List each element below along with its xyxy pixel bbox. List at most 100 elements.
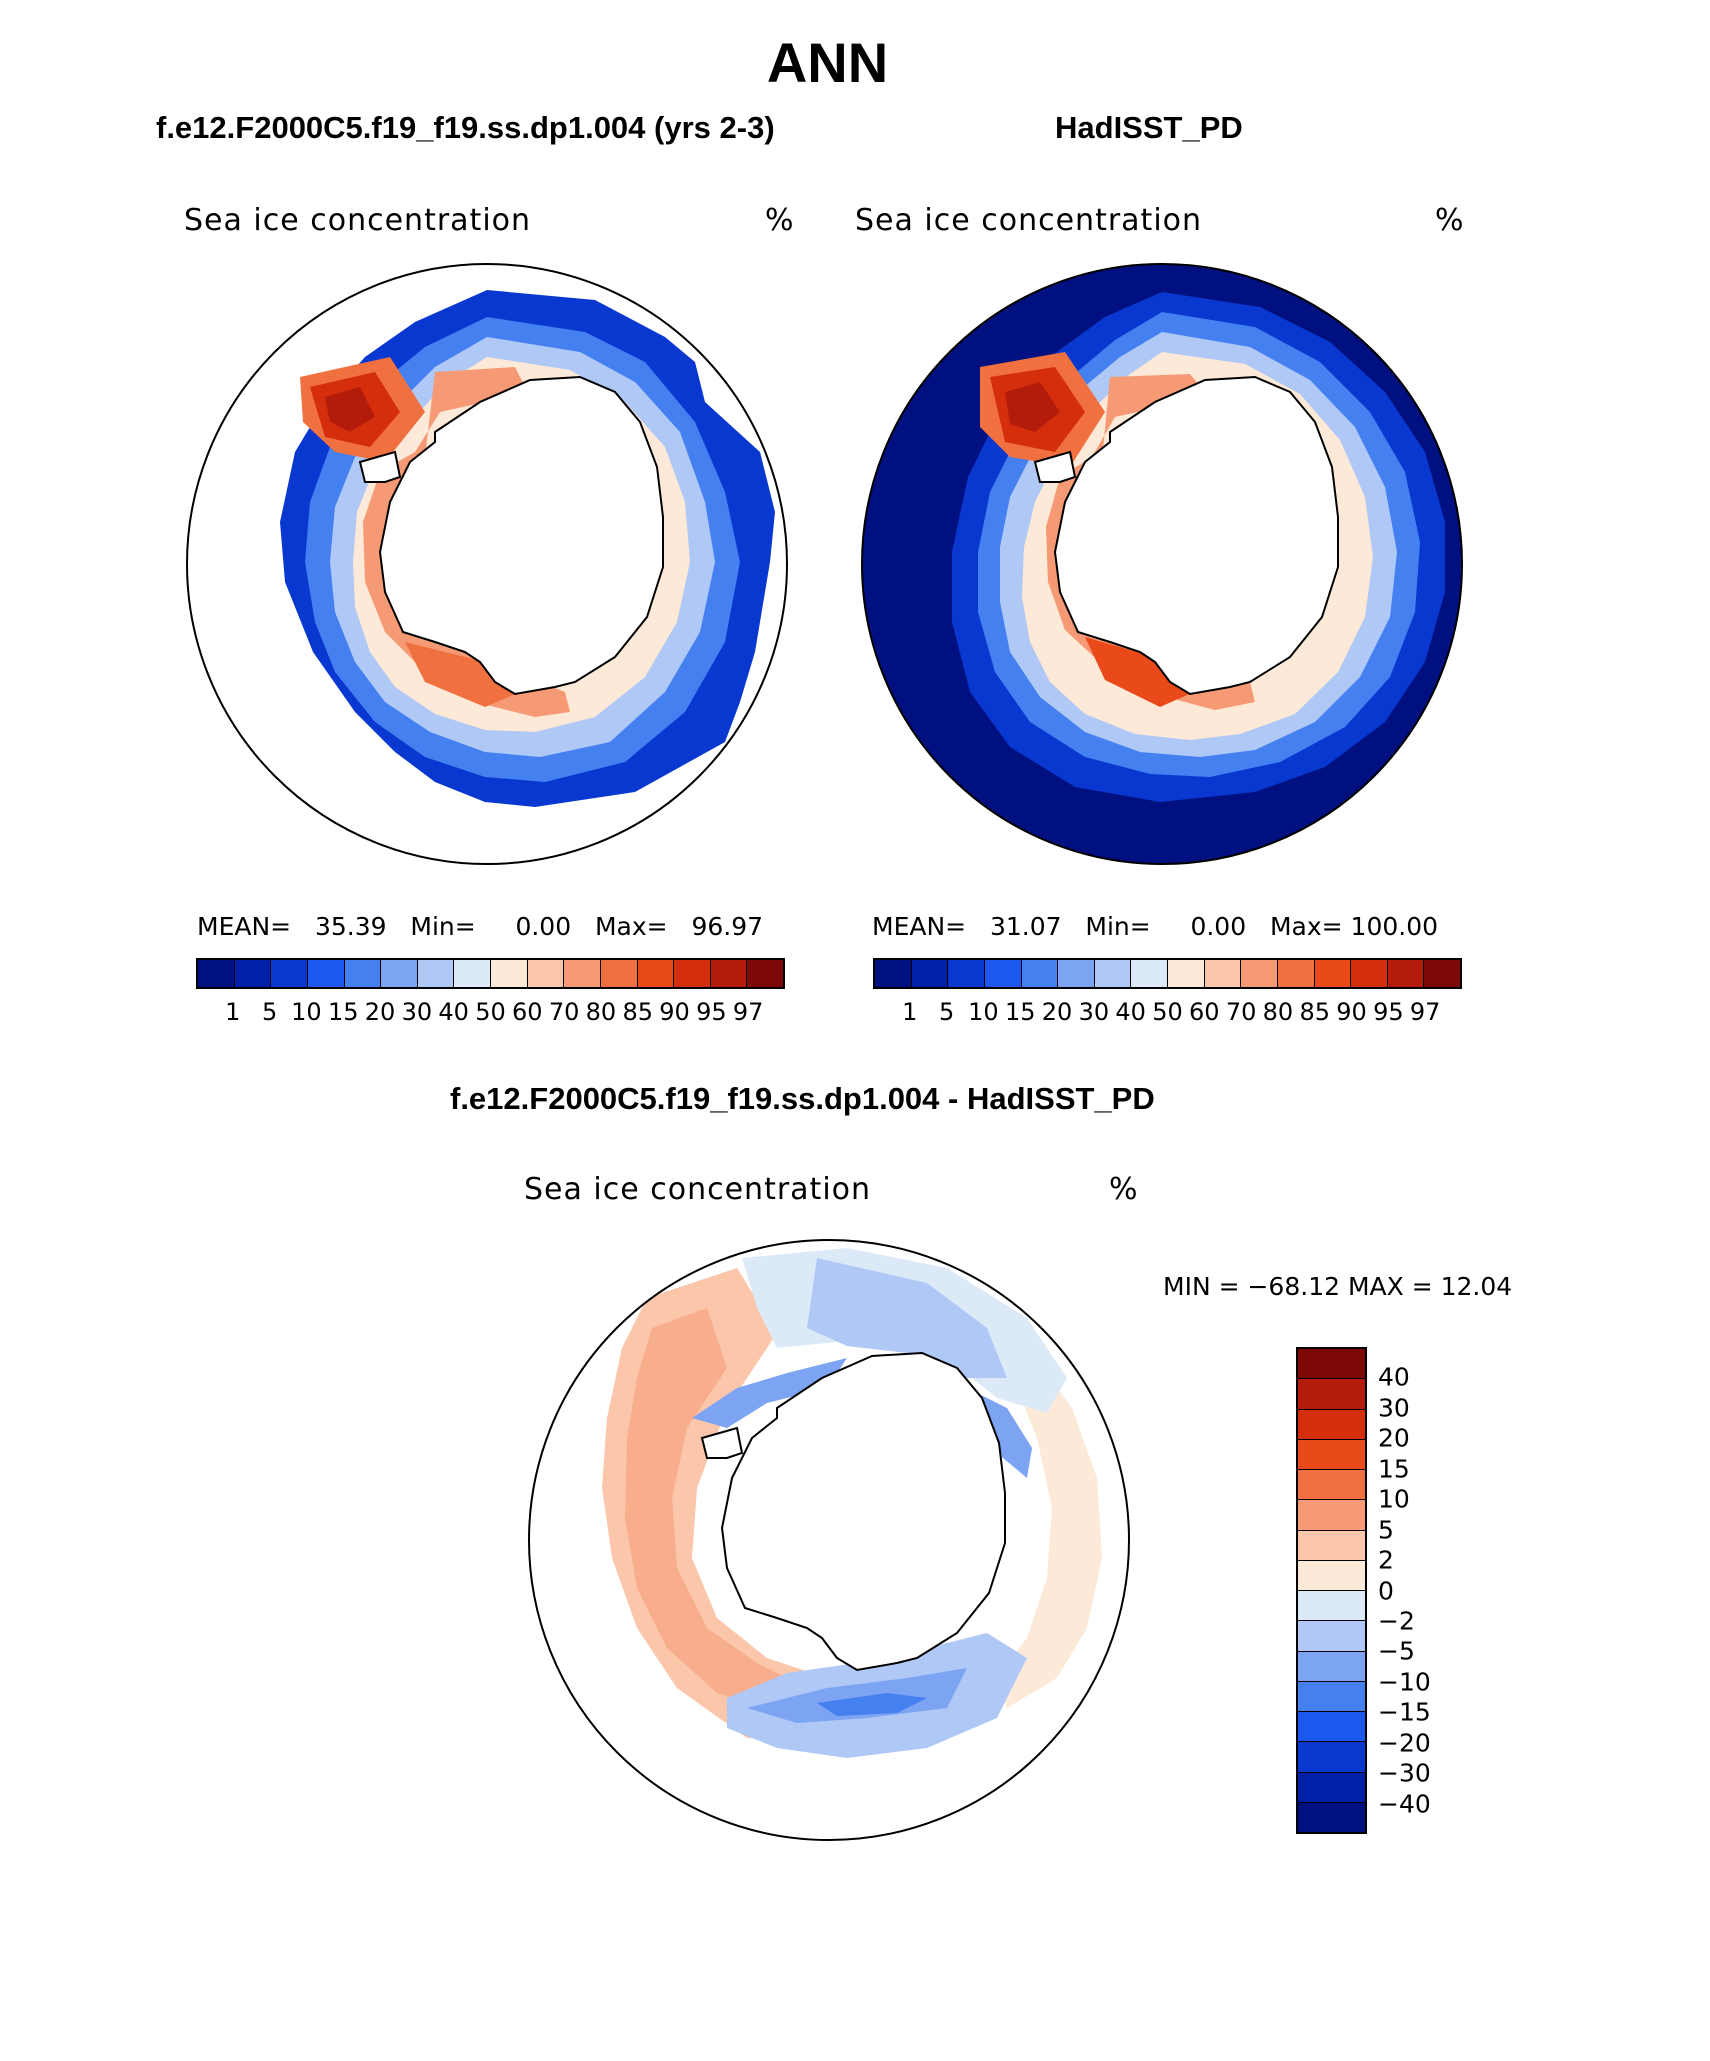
panel-2-colorbar-tick-label: 30 <box>1078 998 1110 1026</box>
panel-1-colorbar-tick-label: 20 <box>364 998 396 1026</box>
panel-2-mean-value: 31.07 <box>989 912 1062 941</box>
difference-colorbar-tick-label: −10 <box>1378 1667 1431 1697</box>
panel-1-colorbar-swatch-8 <box>491 960 528 987</box>
difference-colorbar-tick-label: 0 <box>1378 1576 1394 1605</box>
panel-2-colorbar-tick-label: 70 <box>1225 998 1257 1026</box>
figure-title: ANN <box>766 31 889 94</box>
difference-colorbar-tick-label: −20 <box>1378 1728 1431 1758</box>
difference-colorbar-swatch-5 <box>1298 1500 1365 1531</box>
panel-1-max-value: 96.97 <box>691 912 764 941</box>
panel-2-colorbar-swatch-1 <box>911 960 949 987</box>
panel-1-colorbar-swatch-1 <box>234 960 272 987</box>
panel-2-colorbar-tick-label: 20 <box>1041 998 1073 1026</box>
difference-minmax: MIN = −68.12 MAX = 12.04 <box>1163 1272 1513 1301</box>
panel-2-colorbar-tick-label: 97 <box>1409 998 1441 1026</box>
panel-1-mean-label: MEAN= <box>197 912 292 941</box>
difference-variable-label: Sea ice concentration <box>524 1172 872 1207</box>
difference-colorbar-swatch-4 <box>1298 1470 1365 1501</box>
panel-1-colorbar-swatch-7 <box>454 960 491 987</box>
panel-1-colorbar-tick-label: 30 <box>401 998 433 1026</box>
panel-1-polar-map <box>186 263 788 865</box>
difference-colorbar-tick-label: 20 <box>1378 1423 1410 1453</box>
panel-1-colorbar-tick-label: 97 <box>732 998 764 1026</box>
panel-2-case-title: HadISST_PD <box>1055 110 1243 145</box>
difference-colorbar-swatch-0 <box>1298 1349 1365 1380</box>
panel-2-stats: MEAN= 31.07 Min= 0.00 Max= 100.00 <box>872 912 1438 941</box>
panel-1-colorbar-tick-label: 85 <box>622 998 654 1026</box>
panel-2-colorbar-swatch-6 <box>1094 960 1132 987</box>
panel-2-colorbar-swatch-13 <box>1351 960 1388 987</box>
difference-colorbar <box>1296 1347 1367 1834</box>
panel-2-colorbar-tick-label: 60 <box>1189 998 1220 1026</box>
panel-2-colorbar-swatch-12 <box>1314 960 1352 987</box>
panel-2-colorbar-tick-label: 1 <box>902 998 918 1026</box>
panel-1-colorbar-tick-label: 90 <box>659 998 690 1026</box>
difference-colorbar-swatch-9 <box>1298 1621 1365 1652</box>
panel-2-colorbar-tick-label: 50 <box>1152 998 1183 1026</box>
panel-2-colorbar-swatch-7 <box>1131 960 1168 987</box>
difference-colorbar-tick-label: −5 <box>1378 1636 1415 1666</box>
panel-1-colorbar-tick-label: 40 <box>438 998 469 1026</box>
difference-colorbar-swatch-14 <box>1298 1772 1365 1803</box>
panel-1-mean-value: 35.39 <box>314 912 387 941</box>
panel-1-colorbar-swatch-11 <box>600 960 638 987</box>
panel-2-colorbar-tick-label: 95 <box>1373 998 1404 1026</box>
panel-1-min-label: Min= <box>410 912 476 941</box>
panel-2-colorbar-swatch-10 <box>1241 960 1278 987</box>
difference-title: f.e12.F2000C5.f19_f19.ss.dp1.004 - HadIS… <box>450 1081 1155 1116</box>
panel-2-units-label: % <box>1435 203 1465 238</box>
difference-colorbar-swatch-10 <box>1298 1651 1365 1682</box>
panel-1-colorbar-ticks: 1 5 10 15 20 30 40 50 60 70 80 85 90 95 97 <box>196 998 785 1028</box>
panel-2-max-value: 100.00 <box>1350 912 1439 941</box>
panel-1-colorbar-tick-label: 10 <box>291 998 322 1026</box>
difference-colorbar-tick-label: 40 <box>1378 1362 1410 1392</box>
difference-colorbar-tick-label: 2 <box>1378 1545 1394 1575</box>
panel-2-colorbar-swatch-4 <box>1021 960 1059 987</box>
difference-colorbar-tick-label: 10 <box>1378 1484 1410 1514</box>
panel-1-colorbar-swatch-14 <box>710 960 748 987</box>
panel-2-colorbar-tick-label: 80 <box>1262 998 1294 1026</box>
difference-colorbar-ticks: 40 30 20 15 10 5 2 0 −2 −5 −10 −15 −20 −30 −40 <box>1378 1347 1498 1834</box>
panel-2-colorbar-ticks: 1 5 10 15 20 30 40 50 60 70 80 85 90 95 97 <box>873 998 1462 1028</box>
panel-1-min-value: 0.00 <box>515 912 572 941</box>
panel-2-colorbar-tick-label: 5 <box>938 998 955 1026</box>
panel-1-colorbar-tick-label: 70 <box>548 998 580 1026</box>
panel-1-colorbar-swatch-2 <box>271 960 308 987</box>
difference-colorbar-swatch-2 <box>1298 1409 1365 1440</box>
difference-colorbar-swatch-11 <box>1298 1681 1365 1712</box>
panel-2-colorbar-swatch-14 <box>1387 960 1425 987</box>
panel-2-min-label: Min= <box>1085 912 1151 941</box>
panel-1-colorbar-swatch-6 <box>417 960 455 987</box>
panel-2-colorbar-swatch-5 <box>1058 960 1095 987</box>
panel-1-colorbar-tick-label: 15 <box>327 998 359 1026</box>
difference-colorbar-swatch-3 <box>1298 1439 1365 1470</box>
panel-1-colorbar <box>196 958 785 989</box>
panel-1-case-title: f.e12.F2000C5.f19_f19.ss.dp1.004 (yrs 2-… <box>156 110 775 145</box>
difference-colorbar-swatch-8 <box>1298 1591 1365 1622</box>
panel-1-colorbar-swatch-4 <box>344 960 382 987</box>
panel-1-colorbar-swatch-15 <box>747 960 783 987</box>
difference-colorbar-swatch-12 <box>1298 1712 1365 1743</box>
difference-colorbar-swatch-6 <box>1298 1530 1365 1561</box>
difference-colorbar-tick-label: −15 <box>1378 1697 1431 1727</box>
panel-1-colorbar-tick-label: 5 <box>261 998 278 1026</box>
panel-2-colorbar-swatch-8 <box>1168 960 1205 987</box>
panel-2-colorbar-swatch-9 <box>1204 960 1242 987</box>
panel-2-colorbar-swatch-15 <box>1424 960 1460 987</box>
panel-1-colorbar-tick-label: 95 <box>696 998 727 1026</box>
panel-1-colorbar-swatch-12 <box>637 960 675 987</box>
panel-1-colorbar-swatch-3 <box>307 960 345 987</box>
panel-2-min-value: 0.00 <box>1190 912 1247 941</box>
panel-2-colorbar <box>873 958 1462 989</box>
difference-colorbar-tick-label: 30 <box>1378 1393 1410 1423</box>
difference-colorbar-tick-label: −40 <box>1378 1789 1431 1819</box>
panel-2-colorbar-tick-label: 90 <box>1336 998 1367 1026</box>
panel-2-colorbar-swatch-2 <box>948 960 985 987</box>
panel-2-colorbar-swatch-11 <box>1277 960 1315 987</box>
antarctica-landmass <box>378 375 664 696</box>
panel-2-mean-label: MEAN= <box>872 912 967 941</box>
difference-colorbar-tick-label: −2 <box>1378 1606 1415 1636</box>
panel-2-colorbar-tick-label: 15 <box>1004 998 1036 1026</box>
panel-2-variable-label: Sea ice concentration <box>855 203 1203 238</box>
panel-1-units-label: % <box>765 203 795 238</box>
